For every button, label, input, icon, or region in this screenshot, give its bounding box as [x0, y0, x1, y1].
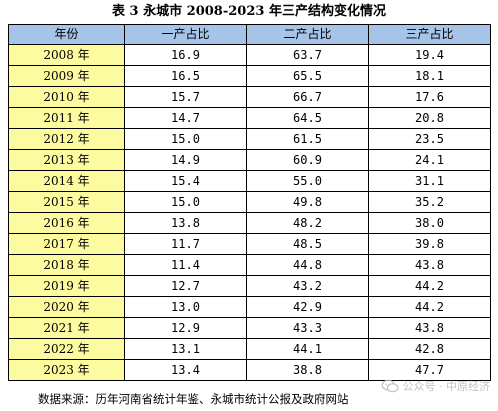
secondary-share-cell: 44.1: [246, 338, 369, 360]
year-cell: 2019 年: [8, 275, 125, 297]
table-row: 2021 年 12.9 43.3 43.8: [8, 317, 491, 339]
secondary-share-cell: 64.5: [246, 107, 369, 129]
year-cell: 2011 年: [8, 107, 125, 129]
secondary-share-cell: 43.3: [246, 317, 369, 339]
watermark-text: 公众号 · 中原经济: [402, 380, 491, 393]
table-row: 2014 年 15.4 55.0 31.1: [8, 170, 491, 192]
table-row: 2016 年 13.8 48.2 38.0: [8, 212, 491, 234]
table-row: 2018 年 11.4 44.8 43.8: [8, 254, 491, 276]
tertiary-share-cell: 18.1: [368, 65, 491, 87]
data-table: 年份 一产占比 二产占比 三产占比 2008 年 16.9 63.7 19.4 2009…: [8, 24, 491, 381]
year-cell: 2017 年: [8, 233, 125, 255]
table-row: 2019 年 12.7 43.2 44.2: [8, 275, 491, 297]
primary-share-cell: 11.4: [124, 254, 247, 276]
tertiary-share-cell: 44.2: [368, 275, 491, 297]
primary-share-cell: 13.4: [124, 359, 247, 381]
year-cell: 2014 年: [8, 170, 125, 192]
secondary-share-cell: 49.8: [246, 191, 369, 213]
year-cell: 2008 年: [8, 44, 125, 66]
table-row: 2008 年 16.9 63.7 19.4: [8, 44, 491, 66]
secondary-share-cell: 48.5: [246, 233, 369, 255]
tertiary-share-cell: 39.8: [368, 233, 491, 255]
source-note: 数据来源：历年河南省统计年鉴、永城市统计公报及政府网站: [38, 392, 349, 406]
tertiary-share-cell: 42.8: [368, 338, 491, 360]
tertiary-share-cell: 43.8: [368, 317, 491, 339]
table-row: 2022 年 13.1 44.1 42.8: [8, 338, 491, 360]
year-cell: 2022 年: [8, 338, 125, 360]
table-row: 2009 年 16.5 65.5 18.1: [8, 65, 491, 87]
tertiary-share-cell: 17.6: [368, 86, 491, 108]
primary-share-cell: 13.1: [124, 338, 247, 360]
table-row: 2010 年 15.7 66.7 17.6: [8, 86, 491, 108]
secondary-share-cell: 65.5: [246, 65, 369, 87]
secondary-share-cell: 38.8: [246, 359, 369, 381]
table-title: 表 3 永城市 2008-2023 年三产结构变化情况: [112, 4, 386, 19]
primary-share-cell: 15.4: [124, 170, 247, 192]
year-cell: 2012 年: [8, 128, 125, 150]
table-row: 2020 年 13.0 42.9 44.2: [8, 296, 491, 318]
tertiary-share-cell: 43.8: [368, 254, 491, 276]
tertiary-share-cell: 38.0: [368, 212, 491, 234]
primary-share-cell: 12.7: [124, 275, 247, 297]
primary-share-cell: 16.5: [124, 65, 247, 87]
tertiary-share-cell: 47.7: [368, 359, 491, 381]
secondary-share-cell: 43.2: [246, 275, 369, 297]
primary-share-cell: 12.9: [124, 317, 247, 339]
header-row: 年份 一产占比 二产占比 三产占比: [8, 24, 491, 45]
table-row: 2015 年 15.0 49.8 35.2: [8, 191, 491, 213]
year-cell: 2023 年: [8, 359, 125, 381]
table-body: 2008 年 16.9 63.7 19.4 2009 年 16.5 65.5 18.1 2010…: [8, 44, 491, 381]
tertiary-share-cell: 23.5: [368, 128, 491, 150]
wechat-icon: [381, 379, 398, 393]
secondary-share-cell: 44.8: [246, 254, 369, 276]
primary-share-cell: 15.0: [124, 128, 247, 150]
year-cell: 2013 年: [8, 149, 125, 171]
secondary-share-cell: 63.7: [246, 44, 369, 66]
watermark: 公众号 · 中原经济: [381, 378, 491, 394]
tertiary-share-cell: 20.8: [368, 107, 491, 129]
secondary-share-cell: 42.9: [246, 296, 369, 318]
year-cell: 2009 年: [8, 65, 125, 87]
year-cell: 2010 年: [8, 86, 125, 108]
primary-share-cell: 16.9: [124, 44, 247, 66]
primary-share-cell: 15.7: [124, 86, 247, 108]
table-row: 2017 年 11.7 48.5 39.8: [8, 233, 491, 255]
primary-share-cell: 13.0: [124, 296, 247, 318]
primary-share-cell: 14.7: [124, 107, 247, 129]
secondary-share-cell: 60.9: [246, 149, 369, 171]
table-row: 2012 年 15.0 61.5 23.5: [8, 128, 491, 150]
secondary-share-cell: 66.7: [246, 86, 369, 108]
year-cell: 2016 年: [8, 212, 125, 234]
tertiary-share-cell: 24.1: [368, 149, 491, 171]
primary-share-cell: 15.0: [124, 191, 247, 213]
tertiary-share-cell: 44.2: [368, 296, 491, 318]
primary-share-cell: 14.9: [124, 149, 247, 171]
year-cell: 2021 年: [8, 317, 125, 339]
secondary-share-cell: 48.2: [246, 212, 369, 234]
tertiary-share-cell: 19.4: [368, 44, 491, 66]
header-year: 年份: [8, 24, 125, 45]
tertiary-share-cell: 35.2: [368, 191, 491, 213]
secondary-share-cell: 55.0: [246, 170, 369, 192]
secondary-share-cell: 61.5: [246, 128, 369, 150]
header-primary-share: 一产占比: [124, 24, 247, 45]
year-cell: 2015 年: [8, 191, 125, 213]
year-cell: 2018 年: [8, 254, 125, 276]
tertiary-share-cell: 31.1: [368, 170, 491, 192]
header-secondary-share: 二产占比: [246, 24, 369, 45]
table-row: 2011 年 14.7 64.5 20.8: [8, 107, 491, 129]
table-row: 2013 年 14.9 60.9 24.1: [8, 149, 491, 171]
primary-share-cell: 13.8: [124, 212, 247, 234]
primary-share-cell: 11.7: [124, 233, 247, 255]
header-tertiary-share: 三产占比: [368, 24, 491, 45]
year-cell: 2020 年: [8, 296, 125, 318]
table-row: 2023 年 13.4 38.8 47.7: [8, 359, 491, 381]
